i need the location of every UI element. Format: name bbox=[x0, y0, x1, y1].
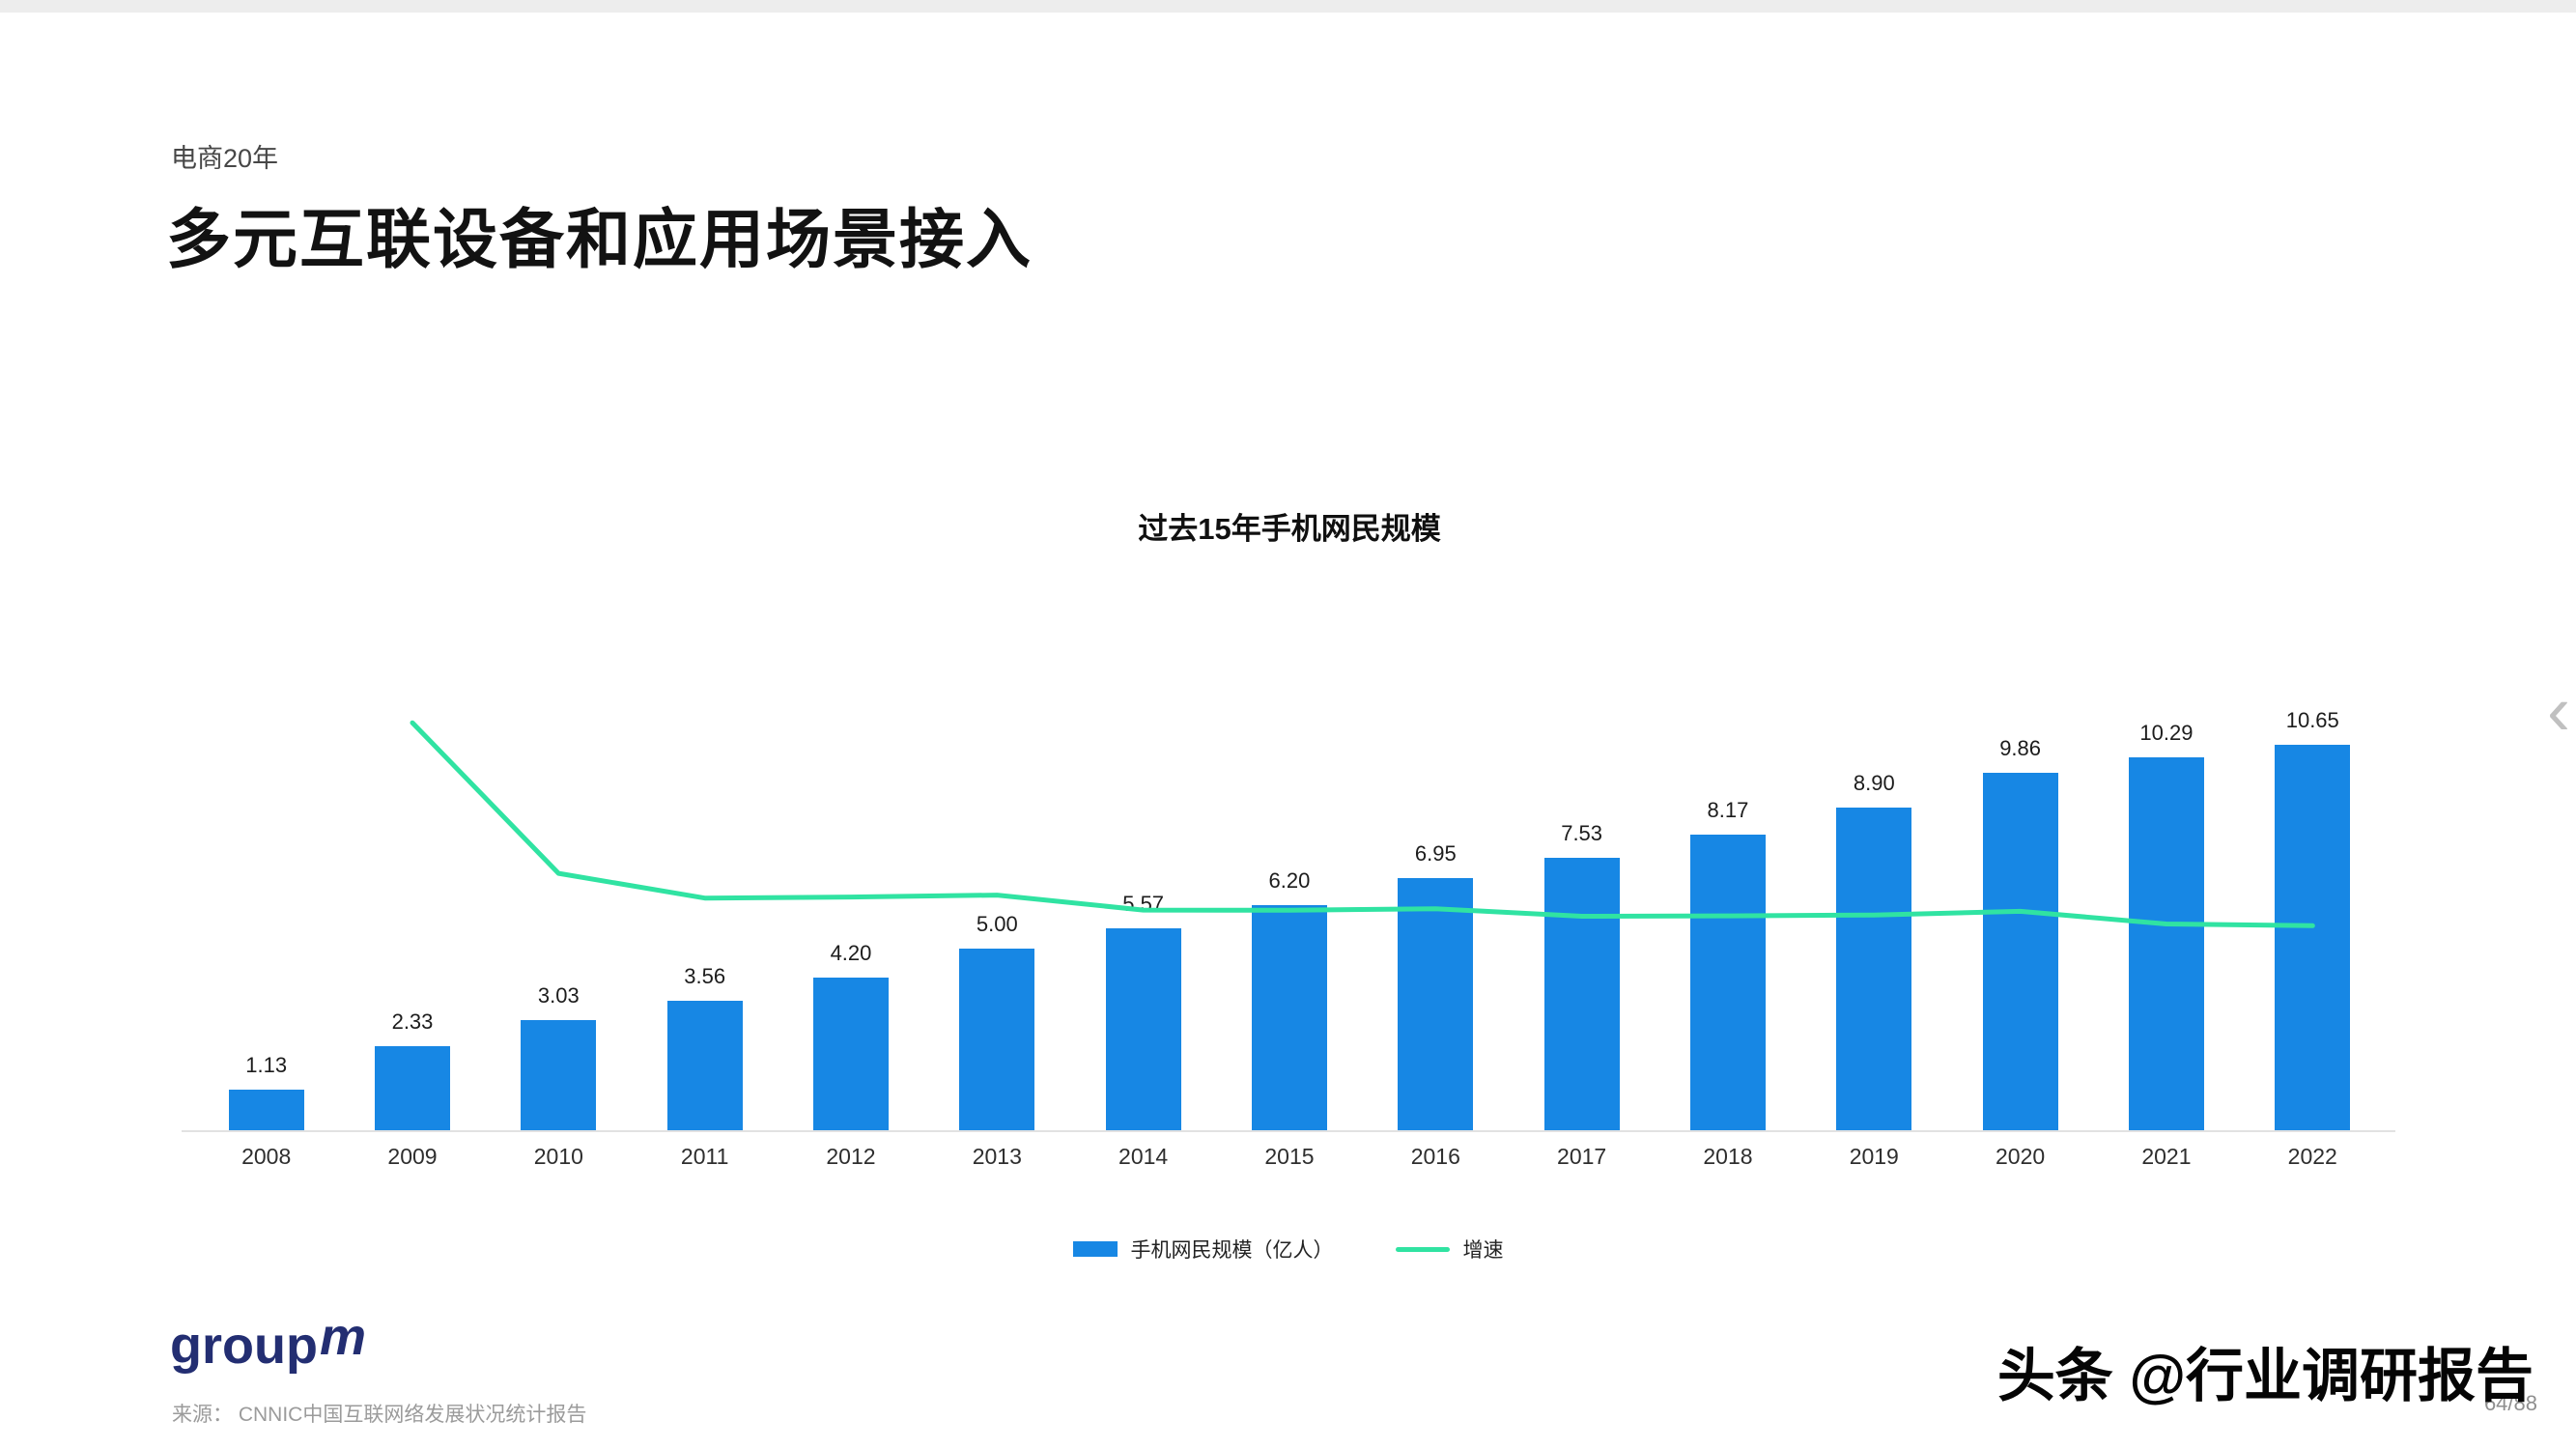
x-axis-line bbox=[182, 1130, 2395, 1132]
chart-column: 3.56 2011 bbox=[632, 696, 778, 1169]
x-axis-label: 2020 bbox=[1996, 1144, 2046, 1169]
watermark: 头条 @行业调研报告 bbox=[1996, 1344, 2534, 1408]
chart-column: 5.57 2014 bbox=[1070, 696, 1216, 1169]
bar-2019 bbox=[1836, 808, 1912, 1130]
legend-line-label: 增速 bbox=[1462, 1239, 1504, 1262]
chart-column: 10.29 2021 bbox=[2093, 696, 2239, 1169]
groupm-logo-m: m bbox=[319, 1308, 366, 1366]
page-number: 64/88 bbox=[2483, 1391, 2537, 1415]
eyebrow: 电商20年 bbox=[171, 144, 279, 173]
chart-title: 过去15年手机网民规模 bbox=[1138, 512, 1441, 546]
x-axis-label: 2014 bbox=[1118, 1144, 1169, 1169]
chart-column: 8.90 2019 bbox=[1801, 696, 1947, 1169]
x-axis-label: 2016 bbox=[1410, 1144, 1460, 1169]
x-axis-label: 2008 bbox=[241, 1144, 292, 1169]
bar-value-label: 2.33 bbox=[391, 1009, 434, 1034]
chevron-left-icon[interactable]: ‹ bbox=[2547, 672, 2570, 750]
bar-value-label: 4.20 bbox=[830, 941, 872, 965]
x-axis-label: 2013 bbox=[972, 1144, 1022, 1169]
chart-column: 6.20 2015 bbox=[1216, 696, 1362, 1169]
chart-column: 8.17 2018 bbox=[1655, 696, 1800, 1169]
bar-2011 bbox=[666, 1001, 743, 1130]
bar-2014 bbox=[1105, 928, 1181, 1130]
x-axis-label: 2022 bbox=[2287, 1144, 2337, 1169]
chart-column: 4.20 2012 bbox=[778, 696, 923, 1169]
top-edge-strip bbox=[0, 0, 2576, 13]
chart-column: 5.00 2013 bbox=[924, 696, 1070, 1169]
x-axis-label: 2015 bbox=[1264, 1144, 1315, 1169]
chart-plot-area: 1.13 2008 2.33 2009 3.03 2010 3.56 2011 4.20 2012… bbox=[193, 696, 2386, 1169]
bar-2016 bbox=[1398, 878, 1474, 1130]
bar-2018 bbox=[1689, 835, 1766, 1130]
bar-value-label: 6.20 bbox=[1268, 868, 1311, 893]
bar-2017 bbox=[1543, 858, 1620, 1130]
bar-value-label: 8.90 bbox=[1853, 771, 1895, 795]
bar-2020 bbox=[1982, 773, 2058, 1130]
x-axis-label: 2018 bbox=[1703, 1144, 1753, 1169]
bar-value-label: 3.56 bbox=[684, 964, 726, 988]
chart-legend: 手机网民规模（亿人） 增速 bbox=[0, 1235, 2576, 1264]
x-axis-label: 2021 bbox=[2141, 1144, 2192, 1169]
bar-2012 bbox=[812, 978, 889, 1130]
legend-bar-swatch bbox=[1072, 1241, 1118, 1257]
bar-2015 bbox=[1251, 905, 1327, 1130]
bar-2013 bbox=[959, 949, 1035, 1130]
x-axis-label: 2019 bbox=[1849, 1144, 1899, 1169]
x-axis-label: 2017 bbox=[1557, 1144, 1607, 1169]
chart-column: 2.33 2009 bbox=[339, 696, 485, 1169]
legend-line-swatch bbox=[1395, 1246, 1450, 1252]
bar-value-label: 1.13 bbox=[245, 1053, 288, 1077]
groupm-logo: groupm bbox=[170, 1308, 366, 1376]
chart-column: 1.13 2008 bbox=[193, 696, 339, 1169]
bar-value-label: 8.17 bbox=[1707, 798, 1749, 822]
chart-column: 7.53 2017 bbox=[1509, 696, 1655, 1169]
legend-item-bar: 手机网民规模（亿人） bbox=[1072, 1235, 1334, 1264]
x-axis-label: 2012 bbox=[826, 1144, 876, 1169]
chart-column: 6.95 2016 bbox=[1363, 696, 1509, 1169]
bar-value-label: 5.57 bbox=[1122, 892, 1165, 916]
bar-2008 bbox=[228, 1090, 304, 1130]
bar-value-label: 3.03 bbox=[537, 983, 580, 1008]
x-axis-label: 2011 bbox=[680, 1144, 729, 1169]
chart-column: 10.65 2022 bbox=[2240, 696, 2386, 1169]
page-title: 多元互联设备和应用场景接入 bbox=[166, 204, 1033, 276]
bar-2021 bbox=[2128, 757, 2204, 1130]
bar-2009 bbox=[374, 1046, 450, 1130]
bar-value-label: 7.53 bbox=[1561, 821, 1603, 845]
chart-column: 3.03 2010 bbox=[486, 696, 632, 1169]
legend-bar-label: 手机网民规模（亿人） bbox=[1130, 1239, 1334, 1262]
x-axis-label: 2009 bbox=[387, 1144, 438, 1169]
x-axis-label: 2010 bbox=[533, 1144, 583, 1169]
legend-item-line: 增速 bbox=[1395, 1235, 1504, 1264]
chart-column: 9.86 2020 bbox=[1947, 696, 2093, 1169]
bar-2010 bbox=[521, 1020, 597, 1130]
groupm-logo-group: group bbox=[170, 1317, 318, 1375]
bar-value-label: 10.65 bbox=[2285, 708, 2339, 732]
source-note: 来源： CNNIC中国互联网络发展状况统计报告 bbox=[172, 1404, 587, 1426]
bar-2022 bbox=[2275, 745, 2351, 1130]
